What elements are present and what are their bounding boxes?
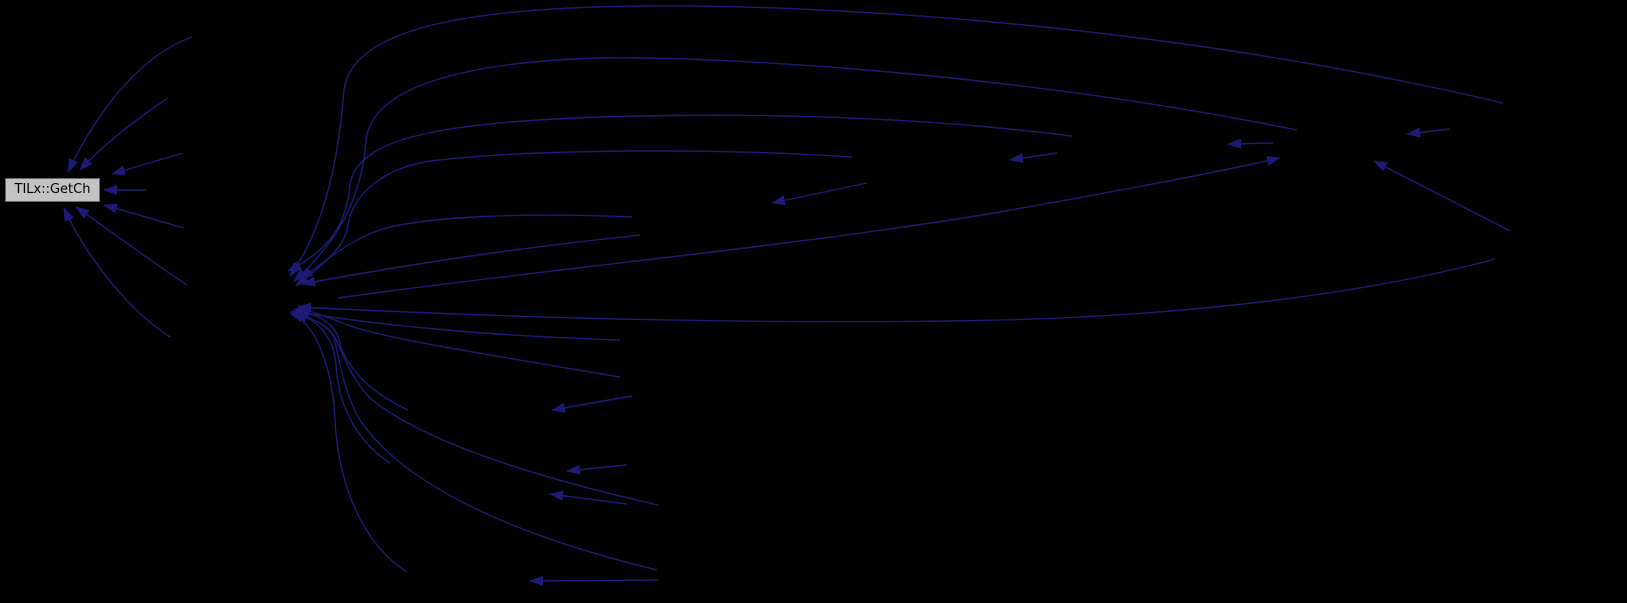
call-edge bbox=[291, 310, 391, 464]
call-edge bbox=[551, 395, 633, 413]
call-edge bbox=[289, 312, 408, 573]
edges-group bbox=[63, 5, 1511, 586]
call-edge bbox=[297, 305, 621, 378]
call-edge bbox=[297, 258, 1496, 323]
call-edge bbox=[566, 464, 628, 475]
call-edge bbox=[79, 97, 169, 171]
call-edge bbox=[549, 490, 628, 505]
call-edge bbox=[293, 307, 409, 411]
call-edge bbox=[293, 57, 1298, 282]
call-edge bbox=[111, 152, 184, 176]
call-edge bbox=[301, 234, 641, 287]
call-edge bbox=[103, 203, 185, 229]
call-edge bbox=[295, 309, 621, 341]
call-edge bbox=[289, 5, 1504, 277]
call-edge bbox=[291, 310, 659, 506]
call-edge bbox=[75, 206, 188, 286]
call-edge bbox=[337, 155, 1281, 299]
call-edge bbox=[771, 182, 868, 206]
call-edge bbox=[287, 114, 1073, 272]
call-edge bbox=[1406, 127, 1451, 138]
call-edge bbox=[295, 150, 853, 287]
call-edge bbox=[1373, 160, 1511, 232]
call-edge bbox=[299, 214, 633, 280]
call-edge bbox=[67, 36, 193, 173]
call-edge bbox=[63, 207, 171, 338]
call-edge bbox=[292, 312, 658, 571]
call-edge bbox=[529, 575, 659, 586]
node-tilx-getch[interactable]: TILx::GetCh bbox=[5, 178, 100, 202]
call-edge bbox=[1227, 138, 1274, 149]
call-edge bbox=[1009, 152, 1058, 164]
